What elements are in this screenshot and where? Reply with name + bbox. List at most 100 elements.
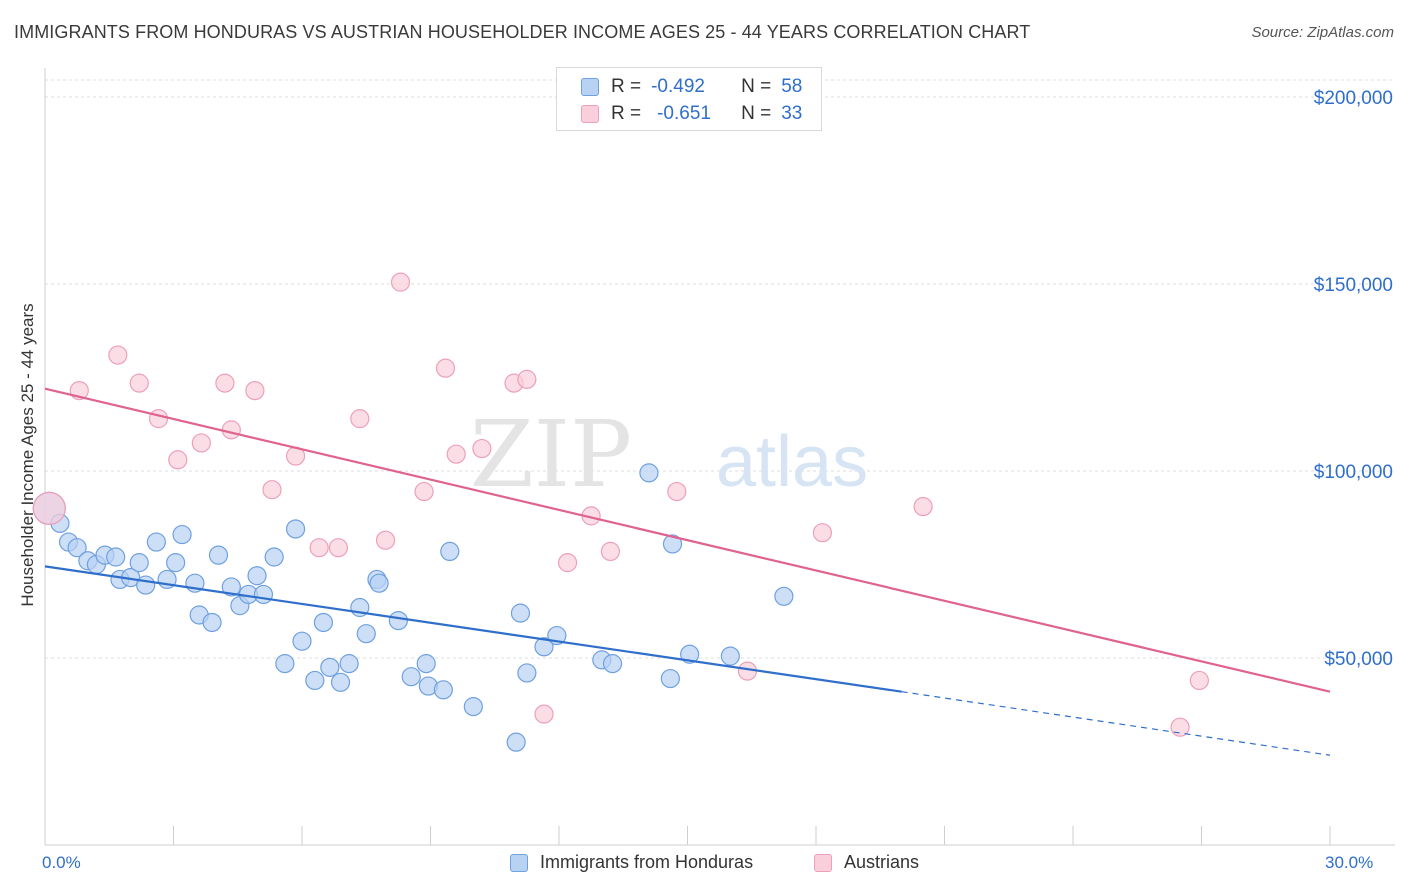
data-point: [506, 732, 526, 752]
data-point: [328, 538, 349, 558]
data-point: [534, 704, 554, 724]
data-point: [309, 538, 329, 558]
watermark: ZIP atlas: [470, 401, 868, 508]
n-label: N =: [741, 103, 772, 124]
data-point: [245, 380, 265, 401]
r-label: R =: [611, 76, 642, 97]
data-point: [129, 553, 149, 573]
data-point: [680, 644, 700, 664]
data-point: [202, 612, 222, 633]
data-point: [191, 433, 211, 453]
data-point: [339, 654, 359, 674]
data-point: [172, 524, 192, 545]
data-point: [166, 553, 186, 573]
data-point: [534, 637, 554, 657]
data-point: [275, 654, 295, 674]
legend-swatch-blue: [510, 853, 528, 872]
data-point: [369, 573, 389, 593]
trend-lines: [44, 387, 1331, 756]
data-point: [208, 545, 229, 565]
data-point: [639, 463, 659, 483]
data-point: [913, 496, 933, 517]
data-point: [388, 610, 408, 631]
data-point: [435, 358, 456, 378]
n-value: 58: [781, 76, 803, 97]
data-point: [414, 481, 434, 502]
data-point: [129, 373, 149, 393]
data-point: [285, 519, 306, 539]
data-point: [330, 672, 351, 692]
data-point: [472, 438, 492, 459]
data-point: [517, 663, 537, 683]
data-point: [356, 624, 376, 644]
y-tick-label: $200,000: [1314, 88, 1393, 109]
legend-row-honduras: R = -0.492 N = 58: [581, 74, 802, 100]
legend-swatch-pink: [581, 105, 599, 123]
data-point: [660, 668, 680, 689]
legend-swatch-blue: [581, 78, 599, 96]
trend-line-austrians: [44, 387, 1331, 693]
data-point: [67, 538, 87, 558]
legend-swatch-pink: [814, 853, 832, 872]
x-tick-label-max: 30.0%: [1325, 853, 1374, 872]
data-point: [264, 547, 284, 567]
data-point: [215, 373, 235, 393]
data-point: [136, 575, 156, 595]
x-tick-label-min: 0.0%: [42, 853, 81, 872]
series-austrians-points: [32, 272, 1209, 737]
data-point: [440, 541, 460, 562]
legend-item-austrians[interactable]: Austrians: [814, 852, 919, 873]
y-tick-label: $150,000: [1314, 275, 1393, 296]
data-point: [463, 697, 483, 717]
data-point: [720, 646, 740, 666]
data-point: [662, 534, 683, 554]
data-point: [253, 584, 274, 605]
data-point: [247, 566, 267, 586]
data-point: [510, 603, 531, 623]
data-point: [221, 420, 241, 440]
trend-line-honduras: [44, 565, 902, 693]
data-point: [416, 654, 436, 674]
y-tick-label: $100,000: [1314, 462, 1393, 483]
data-point: [32, 491, 66, 525]
stats-legend: R = -0.492 N = 58 R = -0.651 N = 33: [556, 67, 822, 131]
data-point: [106, 547, 126, 567]
data-point: [305, 670, 325, 691]
data-point: [446, 444, 466, 464]
data-point: [375, 530, 396, 550]
data-point: [262, 480, 282, 500]
data-point: [812, 523, 833, 543]
source-credit: Source: ZipAtlas.com: [1251, 24, 1394, 41]
gridlines: [45, 79, 1395, 659]
y-tick-labels: $50,000 $100,000 $150,000 $200,000: [1314, 88, 1393, 670]
data-point: [146, 532, 166, 552]
r-value: -0.651: [657, 103, 711, 124]
data-point: [667, 481, 687, 502]
data-point: [401, 667, 421, 687]
data-point: [168, 450, 188, 470]
legend-label-honduras: Immigrants from Honduras: [540, 852, 754, 872]
r-label: R =: [611, 103, 642, 124]
n-label: N =: [741, 76, 772, 97]
data-point: [148, 409, 169, 429]
series-honduras-points: [32, 463, 794, 752]
data-point: [292, 631, 312, 651]
watermark-zip: ZIP: [470, 401, 632, 508]
data-point: [221, 577, 241, 597]
data-point: [1170, 717, 1190, 737]
trend-line-honduras-extrapolated: [901, 691, 1331, 756]
legend-row-austrians: R = -0.651 N = 33: [581, 101, 802, 127]
legend-item-honduras[interactable]: Immigrants from Honduras: [510, 852, 753, 873]
data-point: [313, 612, 334, 633]
axes: [44, 68, 1395, 846]
data-point: [320, 657, 340, 677]
watermark-atlas: atlas: [716, 422, 868, 502]
n-value: 33: [781, 103, 803, 124]
r-value: -0.492: [651, 76, 705, 97]
y-tick-label: $50,000: [1324, 649, 1393, 670]
data-point: [774, 586, 794, 606]
data-point: [600, 541, 621, 562]
chart-title: IMMIGRANTS FROM HONDURAS VS AUSTRIAN HOU…: [14, 22, 1031, 42]
data-point: [433, 680, 453, 700]
